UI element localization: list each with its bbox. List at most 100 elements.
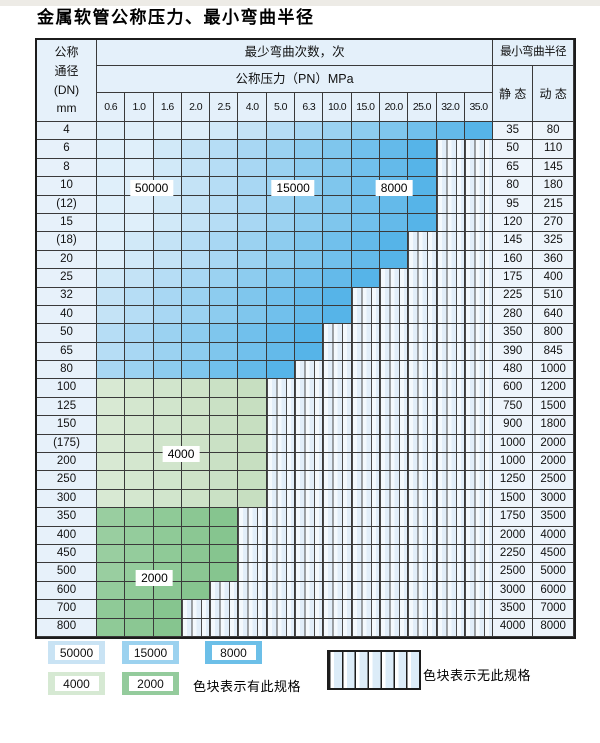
no-spec-cell <box>266 489 296 509</box>
spec-cell <box>97 177 126 196</box>
spec-cell <box>153 618 182 637</box>
no-spec-cell <box>408 250 437 270</box>
no-spec-cell <box>464 618 494 637</box>
spec-table-grid: 公称 通径 (DN) mm 最少弯曲次数，次 最小弯曲半径 公称压力（PN）MPa 静… <box>35 38 577 639</box>
spec-cell <box>379 213 409 233</box>
no-spec-cell <box>266 379 296 398</box>
no-spec-cell <box>436 250 465 270</box>
no-spec-cell <box>436 158 465 178</box>
spec-cell <box>125 581 154 601</box>
pn-column-header: 10.0 <box>323 93 352 122</box>
pn-column-header: 35.0 <box>464 93 494 122</box>
no-spec-cell <box>351 618 380 637</box>
spec-cell <box>125 269 154 288</box>
spec-cell <box>210 379 239 398</box>
no-spec-cell <box>408 379 437 398</box>
spec-cell <box>125 544 154 564</box>
no-spec-cell <box>295 471 324 490</box>
no-spec-cell <box>266 397 296 417</box>
no-spec-cell <box>351 397 380 417</box>
spec-cell <box>181 489 211 509</box>
spec-cell <box>153 213 182 233</box>
spec-cell <box>238 195 267 214</box>
spec-cell <box>181 581 211 601</box>
spec-cell <box>97 508 126 527</box>
no-spec-cell <box>323 361 352 380</box>
spec-cell <box>181 158 211 178</box>
spec-cell <box>97 526 126 545</box>
dn-cell: 15 <box>37 213 97 233</box>
no-spec-cell <box>351 434 380 454</box>
no-spec-cell <box>464 287 494 306</box>
spec-cell <box>210 158 239 178</box>
dn-cell: 300 <box>37 489 97 509</box>
dn-header-line: 通径 <box>54 63 79 78</box>
no-spec-cell <box>436 324 465 343</box>
pressure-header: 公称压力（PN）MPa <box>97 66 494 93</box>
no-spec-cell <box>351 581 380 601</box>
spec-cell <box>351 158 380 178</box>
no-spec-cell <box>464 600 494 619</box>
dn-cell: 10 <box>37 177 97 196</box>
spec-cell <box>323 287 352 306</box>
no-spec-cell <box>238 581 267 601</box>
spec-cell <box>266 269 296 288</box>
spec-cell <box>210 287 239 306</box>
spec-cell <box>323 250 352 270</box>
static-radius-cell: 1250 <box>493 471 534 490</box>
spec-cell <box>323 140 352 159</box>
spec-cell <box>408 140 437 159</box>
spec-cell <box>295 158 324 178</box>
legend-chip: 15000 <box>122 641 179 664</box>
spec-cell <box>181 195 211 214</box>
no-spec-cell <box>464 213 494 233</box>
dynamic-radius-cell: 180 <box>533 177 575 196</box>
dn-cell: 4 <box>37 122 97 141</box>
no-spec-cell <box>266 453 296 472</box>
no-spec-cell <box>266 544 296 564</box>
no-spec-cell <box>323 434 352 454</box>
no-spec-cell <box>436 361 465 380</box>
spec-cell <box>125 526 154 545</box>
spec-cell <box>210 177 239 196</box>
spec-cell <box>351 195 380 214</box>
spec-cell <box>436 122 465 141</box>
spec-cell <box>238 324 267 343</box>
dn-cell: 32 <box>37 287 97 306</box>
dynamic-radius-cell: 4000 <box>533 526 575 545</box>
spec-cell <box>323 195 352 214</box>
no-spec-cell <box>379 361 409 380</box>
legend-chip: 4000 <box>48 672 105 695</box>
spec-cell <box>97 361 126 380</box>
no-spec-cell <box>464 544 494 564</box>
no-spec-cell <box>323 489 352 509</box>
dynamic-radius-cell: 8000 <box>533 618 575 637</box>
spec-cell <box>153 526 182 545</box>
no-spec-cell <box>379 342 409 362</box>
spec-cell <box>238 250 267 270</box>
dynamic-radius-cell: 640 <box>533 305 575 325</box>
spec-cell <box>97 416 126 435</box>
spec-cell <box>379 122 409 141</box>
spec-cell <box>181 563 211 582</box>
static-radius-cell: 1000 <box>493 434 534 454</box>
spec-cell <box>210 489 239 509</box>
no-spec-cell <box>323 342 352 362</box>
no-spec-cell <box>295 489 324 509</box>
no-spec-cell <box>408 489 437 509</box>
spec-cell <box>153 544 182 564</box>
static-radius-cell: 50 <box>493 140 534 159</box>
spec-cell <box>210 397 239 417</box>
spec-cell <box>125 305 154 325</box>
no-spec-cell <box>464 324 494 343</box>
dn-cell: 80 <box>37 361 97 380</box>
no-spec-cell <box>266 434 296 454</box>
no-spec-cell <box>408 232 437 251</box>
spec-cell <box>97 379 126 398</box>
no-spec-cell <box>464 379 494 398</box>
no-spec-cell <box>408 397 437 417</box>
spec-cell <box>153 250 182 270</box>
no-spec-cell <box>436 618 465 637</box>
no-spec-cell <box>323 581 352 601</box>
no-spec-sample-swatch <box>327 650 421 690</box>
